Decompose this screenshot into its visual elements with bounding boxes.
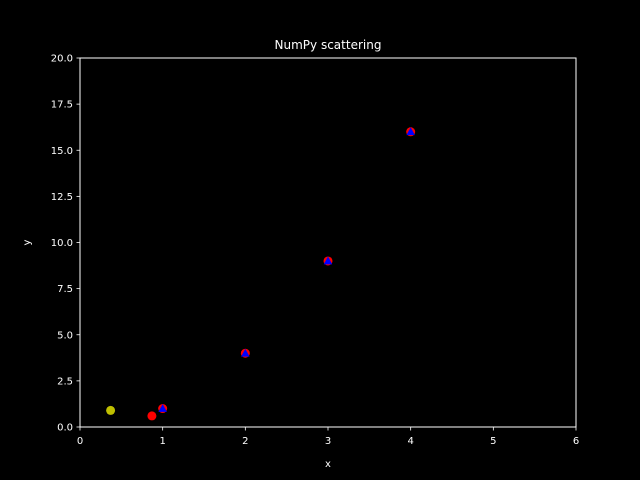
x-tick-label: 2 <box>242 436 248 447</box>
y-tick-label: 10.0 <box>51 238 73 249</box>
y-tick-label: 0.0 <box>57 423 73 434</box>
x-tick-label: 4 <box>407 436 413 447</box>
chart-title: NumPy scattering <box>275 38 382 52</box>
y-tick-label: 12.5 <box>51 192 73 203</box>
y-tick-label: 7.5 <box>57 284 73 295</box>
x-tick-label: 1 <box>159 436 165 447</box>
y-tick-label: 2.5 <box>57 376 73 387</box>
series-3-point <box>106 405 116 415</box>
x-axis-label: x <box>325 459 331 470</box>
series-2-point <box>158 404 167 412</box>
x-tick-label: 3 <box>325 436 331 447</box>
x-tick-label: 6 <box>573 436 579 447</box>
x-tick-label: 5 <box>490 436 496 447</box>
y-axis-ticks: 0.0 2.5 5.0 7.5 10.0 12.5 15.0 17.5 20.0 <box>51 54 80 434</box>
y-tick-label: 20.0 <box>51 54 73 65</box>
plot-area-frame <box>79 57 577 428</box>
y-tick-label: 15.0 <box>51 146 73 157</box>
series-2-point <box>241 348 250 357</box>
data-points <box>106 127 416 421</box>
x-tick-label: 0 <box>77 436 83 447</box>
y-axis-label: y <box>22 239 33 245</box>
series-2-point <box>323 256 333 265</box>
y-tick-label: 17.5 <box>51 100 73 111</box>
series-2-point <box>406 127 415 136</box>
x-axis-ticks: 0 1 2 3 4 5 6 <box>77 427 579 447</box>
series-1-point <box>147 411 157 421</box>
y-tick-label: 5.0 <box>57 330 73 341</box>
